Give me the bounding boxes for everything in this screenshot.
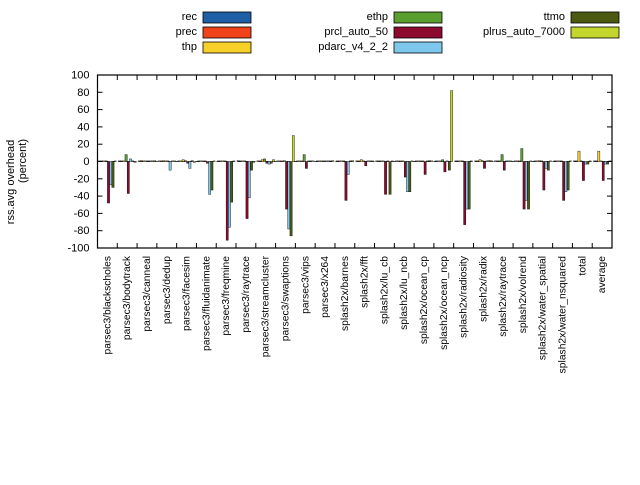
svg-text:-60: -60 — [74, 208, 90, 220]
svg-text:-20: -20 — [74, 173, 90, 185]
svg-text:splash2x/water_spatial: splash2x/water_spatial — [538, 256, 549, 360]
svg-text:100: 100 — [71, 70, 89, 82]
svg-text:parsec3/facesim: parsec3/facesim — [182, 256, 193, 331]
svg-text:parsec3/raytrace: parsec3/raytrace — [241, 256, 252, 333]
svg-text:splash2x/lu_ncb: splash2x/lu_ncb — [399, 256, 410, 330]
svg-text:parsec3/bodytrack: parsec3/bodytrack — [122, 255, 133, 340]
svg-text:parsec3/swaptions: parsec3/swaptions — [280, 256, 291, 341]
svg-text:parsec3/streamcluster: parsec3/streamcluster — [261, 255, 272, 357]
svg-text:parsec3/blackscholes: parsec3/blackscholes — [102, 256, 113, 354]
svg-text:splash2x/radix: splash2x/radix — [478, 255, 489, 322]
svg-text:(percent): (percent) — [17, 139, 29, 183]
svg-text:parsec3/freqmine: parsec3/freqmine — [221, 256, 232, 336]
svg-text:parsec3/dedup: parsec3/dedup — [162, 256, 173, 324]
svg-text:splash2x/raytrace: splash2x/raytrace — [498, 256, 509, 337]
svg-text:-80: -80 — [74, 225, 90, 237]
svg-text:splash2x/fft: splash2x/fft — [360, 256, 371, 308]
svg-text:prcl_auto_50: prcl_auto_50 — [324, 26, 388, 38]
svg-text:parsec3/canneal: parsec3/canneal — [142, 256, 153, 332]
svg-text:rss.avg overhead: rss.avg overhead — [5, 140, 17, 224]
svg-text:splash2x/ocean_ncp: splash2x/ocean_ncp — [439, 256, 450, 350]
svg-text:splash2x/volrend: splash2x/volrend — [518, 256, 529, 334]
svg-text:splash2x/water_nsquared: splash2x/water_nsquared — [558, 256, 569, 374]
svg-text:ethp: ethp — [367, 11, 388, 23]
svg-text:-100: -100 — [67, 243, 89, 255]
svg-text:average: average — [597, 256, 608, 293]
svg-text:rec: rec — [182, 11, 198, 23]
svg-text:splash2x/ocean_cp: splash2x/ocean_cp — [419, 256, 430, 344]
svg-text:splash2x/lu_cb: splash2x/lu_cb — [379, 256, 390, 324]
svg-text:thp: thp — [182, 41, 197, 53]
svg-text:prec: prec — [176, 26, 198, 38]
svg-text:20: 20 — [77, 139, 89, 151]
svg-text:splash2x/barnes: splash2x/barnes — [340, 256, 351, 331]
svg-text:80: 80 — [77, 87, 89, 99]
svg-text:ttmo: ttmo — [544, 11, 565, 23]
svg-text:pdarc_v4_2_2: pdarc_v4_2_2 — [318, 41, 388, 53]
svg-text:parsec3/fluidanimate: parsec3/fluidanimate — [201, 256, 212, 351]
svg-text:total: total — [577, 256, 588, 275]
svg-text:-40: -40 — [74, 191, 90, 203]
svg-text:parsec3/x264: parsec3/x264 — [320, 256, 331, 318]
svg-text:60: 60 — [77, 104, 89, 116]
svg-text:plrus_auto_7000: plrus_auto_7000 — [483, 26, 565, 38]
svg-text:40: 40 — [77, 121, 89, 133]
svg-text:splash2x/radiosity: splash2x/radiosity — [459, 255, 470, 338]
svg-text:0: 0 — [83, 156, 89, 168]
svg-text:parsec3/vips: parsec3/vips — [300, 256, 311, 314]
